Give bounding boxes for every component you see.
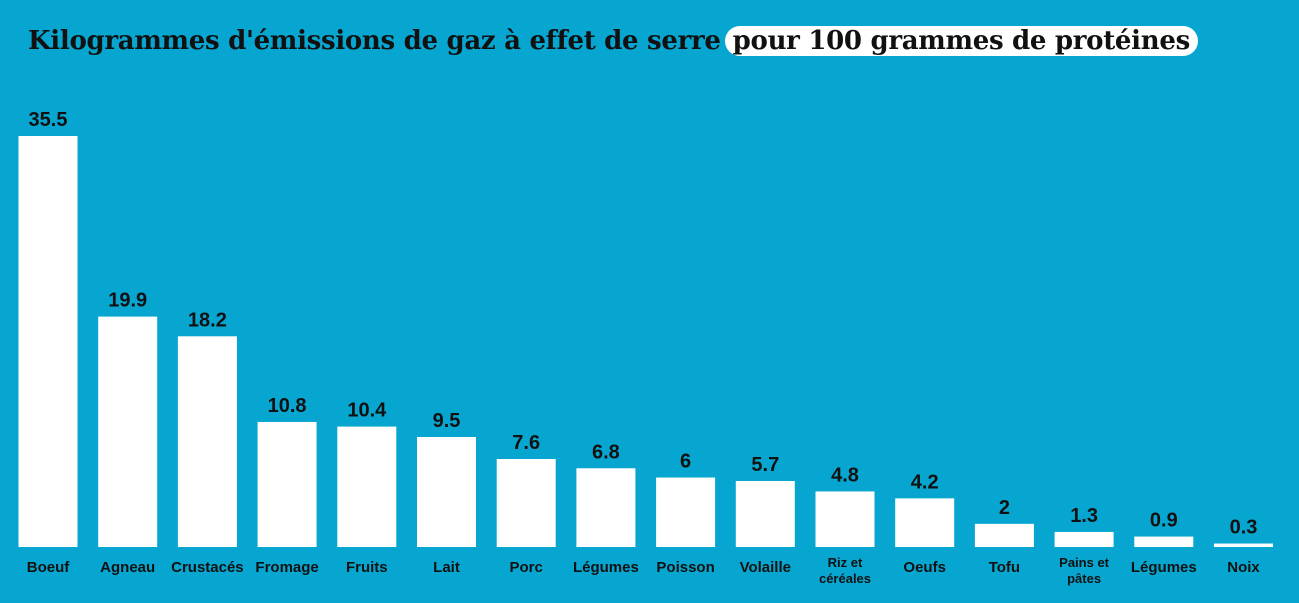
value-label: 7.6 — [512, 432, 540, 454]
bar — [656, 477, 716, 547]
chart-title: Kilogrammes d'émissions de gaz à effet d… — [28, 26, 721, 56]
value-label: 9.5 — [433, 410, 461, 432]
x-tick-label: Noix — [1227, 559, 1260, 576]
x-tick-label: Fruits — [345, 559, 388, 576]
x-tick-label: Boeuf — [26, 559, 70, 576]
x-tick-label: Poisson — [656, 559, 715, 576]
bar — [417, 437, 476, 547]
value-label: 0.3 — [1230, 517, 1258, 539]
bar — [257, 421, 317, 547]
x-tick-label: Riz et céréales — [818, 555, 872, 586]
x-tick-label: Tofu — [988, 559, 1021, 576]
value-label: 18.2 — [188, 309, 227, 331]
x-tick-label: Crustacés — [171, 559, 244, 576]
x-tick-label: Agneau — [100, 559, 156, 576]
value-label: 10.8 — [268, 395, 307, 417]
chart-title-highlight: pour 100 grammes de protéines — [724, 26, 1198, 56]
bar — [18, 136, 78, 547]
bar — [1214, 543, 1273, 547]
x-tick-label: Légumes — [572, 559, 639, 576]
bar — [1134, 536, 1194, 547]
value-label: 5.7 — [751, 454, 779, 476]
value-label: 6.8 — [592, 441, 620, 463]
value-label: 4.8 — [831, 464, 859, 486]
bar — [735, 481, 795, 547]
bar — [974, 523, 1034, 547]
value-label: 0.9 — [1150, 510, 1178, 532]
bar — [1054, 531, 1114, 547]
value-label: 19.9 — [108, 290, 147, 312]
value-label: 4.2 — [911, 471, 939, 493]
value-label: 2 — [999, 497, 1010, 519]
bar — [337, 426, 397, 547]
value-label: 35.5 — [29, 109, 68, 131]
x-tick-label: Légumes — [1130, 559, 1197, 576]
bar — [496, 459, 556, 547]
x-tick-label: Porc — [509, 559, 543, 576]
bar — [576, 468, 636, 547]
value-label: 10.4 — [347, 400, 387, 422]
chart-title-container: Kilogrammes d'émissions de gaz à effet d… — [28, 20, 1198, 62]
x-tick-label: Oeufs — [903, 559, 946, 576]
bar — [895, 498, 955, 547]
x-tick-label: Pains et pâtes — [1059, 555, 1110, 586]
x-tick-label: Volaille — [739, 559, 791, 576]
bar — [177, 336, 237, 547]
x-tick-label: Fromage — [255, 559, 319, 576]
x-tick-label: Lait — [433, 559, 460, 576]
bar — [815, 491, 875, 547]
value-label: 6 — [680, 451, 691, 473]
bar — [98, 316, 158, 547]
value-label: 1.3 — [1070, 505, 1098, 527]
